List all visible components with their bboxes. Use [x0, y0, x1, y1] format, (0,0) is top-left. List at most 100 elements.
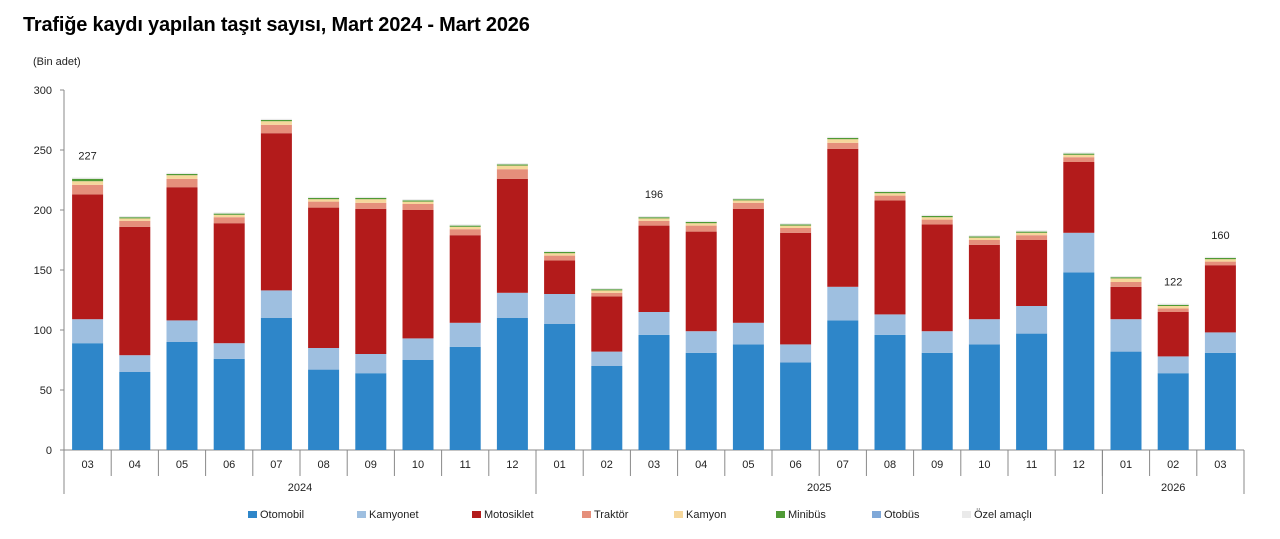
x-tick-label: 11 [459, 459, 470, 471]
bar-trakt-r-16 [827, 142, 859, 149]
bar-motosiklet-15 [780, 232, 812, 345]
bar-motosiklet-24 [1204, 265, 1236, 333]
legend-item: Kamyon [674, 509, 726, 521]
bar--zel-ama-l--22 [1110, 276, 1142, 278]
legend-item: Minibüs [776, 509, 826, 521]
bar-minib-s-23 [1157, 304, 1189, 306]
legend-label: Otomobil [260, 509, 305, 521]
bar-trakt-r-12 [638, 220, 670, 226]
x-tick-label: 10 [412, 459, 424, 471]
bar-trakt-r-20 [1016, 235, 1048, 240]
x-group-label: 2025 [807, 482, 831, 494]
y-tick-label: 150 [34, 265, 52, 277]
bar-kamyon-10 [544, 253, 576, 256]
bar-kamyonet-20 [1016, 306, 1048, 334]
y-tick-label: 200 [34, 205, 52, 217]
bar-kamyonet-12 [638, 312, 670, 335]
y-tick-label: 0 [46, 445, 52, 457]
bar-kamyon-21 [1063, 154, 1095, 158]
bar-kamyon-7 [402, 201, 434, 204]
x-tick-label: 01 [553, 459, 565, 471]
x-tick-label: 08 [884, 459, 896, 471]
bar-kamyonet-5 [308, 348, 340, 370]
bar-otomobil-16 [827, 320, 859, 450]
bar-motosiklet-2 [166, 187, 198, 321]
bar--zel-ama-l--19 [968, 235, 1000, 237]
bar--zel-ama-l--18 [921, 214, 953, 216]
bar-trakt-r-10 [544, 255, 576, 261]
bar--zel-ama-l--16 [827, 136, 859, 138]
bar-minib-s-15 [780, 224, 812, 226]
bar-kamyon-16 [827, 139, 859, 143]
bar-otomobil-8 [449, 346, 481, 450]
bar-motosiklet-9 [496, 178, 528, 293]
bar-minib-s-17 [874, 192, 906, 194]
bar-kamyonet-6 [355, 354, 387, 374]
bar-kamyonet-22 [1110, 319, 1142, 352]
bar-otomobil-22 [1110, 351, 1142, 450]
bar-kamyonet-10 [544, 294, 576, 324]
bar-kamyonet-8 [449, 322, 481, 347]
bar-otomobil-13 [685, 352, 717, 450]
bar-otomobil-19 [968, 344, 1000, 450]
bar-motosiklet-23 [1157, 312, 1189, 357]
bar-trakt-r-8 [449, 229, 481, 236]
legend-item: Kamyonet [357, 509, 419, 521]
x-tick-label: 11 [1026, 459, 1037, 471]
bar--zel-ama-l--7 [402, 199, 434, 201]
bar-minib-s-21 [1063, 153, 1095, 155]
bar-kamyonet-15 [780, 344, 812, 363]
bar--zel-ama-l--8 [449, 224, 481, 226]
bar-trakt-r-6 [355, 202, 387, 209]
y-tick-label: 50 [40, 385, 52, 397]
bar-kamyonet-7 [402, 338, 434, 360]
bar-minib-s-8 [449, 225, 481, 227]
bar--zel-ama-l--0 [72, 177, 104, 179]
bar-trakt-r-5 [308, 201, 340, 208]
x-tick-label: 03 [648, 459, 660, 471]
x-tick-label: 02 [1167, 459, 1179, 471]
bar-otomobil-6 [355, 373, 387, 450]
bar-otomobil-2 [166, 342, 198, 450]
bar-otomobil-14 [732, 344, 764, 450]
legend-swatch [582, 511, 591, 518]
bar-trakt-r-17 [874, 195, 906, 201]
bar--zel-ama-l--14 [732, 198, 764, 200]
legend-swatch [872, 511, 881, 518]
chart-legend: Otomobil Kamyonet Motosiklet Traktör Kamyon M… [0, 509, 1280, 527]
bar-trakt-r-3 [213, 217, 245, 224]
bar-kamyon-20 [1016, 232, 1048, 236]
bar-kamyonet-16 [827, 286, 859, 321]
bar-trakt-r-11 [591, 292, 623, 297]
bar--zel-ama-l--3 [213, 212, 245, 214]
x-tick-label: 04 [695, 459, 707, 471]
bar--zel-ama-l--1 [119, 216, 151, 218]
x-tick-label: 05 [176, 459, 188, 471]
bar-kamyon-17 [874, 193, 906, 196]
bar-motosiklet-14 [732, 208, 764, 323]
bar-minib-s-9 [496, 164, 528, 166]
legend-item: Otomobil [248, 509, 304, 521]
bar-kamyon-11 [591, 290, 623, 293]
bar-trakt-r-18 [921, 219, 953, 225]
bar-trakt-r-19 [968, 240, 1000, 245]
y-tick-label: 100 [34, 325, 52, 337]
x-tick-label: 02 [601, 459, 613, 471]
bar-kamyon-6 [355, 199, 387, 203]
bar-kamyon-9 [496, 165, 528, 170]
bar-minib-s-10 [544, 252, 576, 254]
bar-kamyon-12 [638, 218, 670, 221]
bar--zel-ama-l--11 [591, 288, 623, 290]
legend-item: Traktör [582, 509, 628, 521]
chart-title: Trafiğe kaydı yapılan taşıt sayısı, Mart… [23, 14, 530, 36]
bar-kamyonet-13 [685, 331, 717, 353]
bar-kamyonet-4 [260, 290, 292, 318]
bar-motosiklet-5 [308, 207, 340, 348]
bar-minib-s-0 [72, 178, 104, 182]
bar-minib-s-12 [638, 217, 670, 219]
legend-label: Kamyonet [369, 509, 419, 521]
bar-kamyonet-24 [1204, 332, 1236, 353]
bar-kamyonet-21 [1063, 232, 1095, 273]
bar-otomobil-0 [72, 343, 104, 450]
